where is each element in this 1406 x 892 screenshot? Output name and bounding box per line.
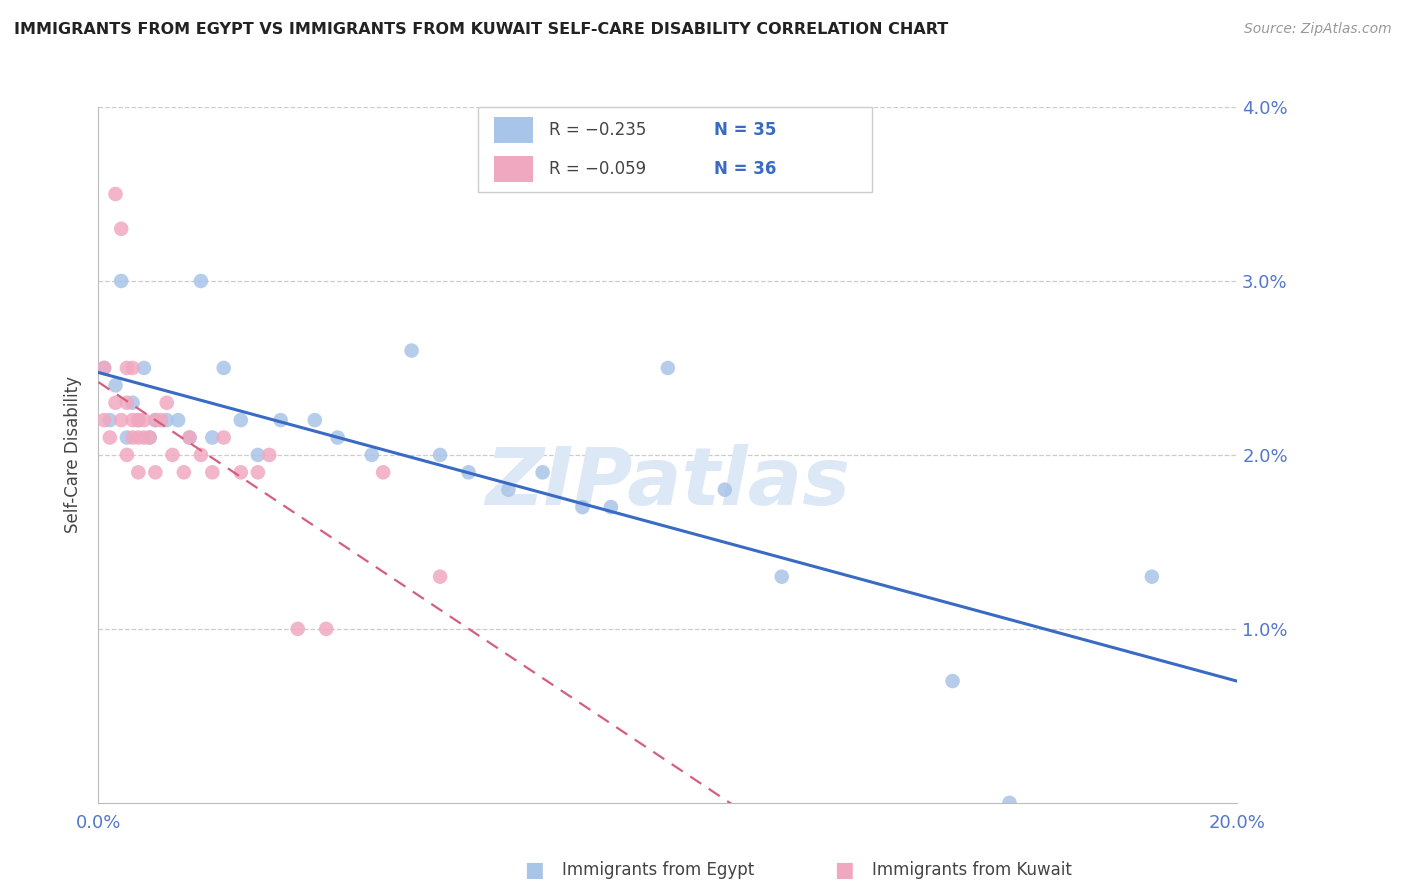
FancyBboxPatch shape [494, 117, 533, 143]
Point [360, 448, 382, 462]
Point [93, 360, 115, 375]
Text: ■: ■ [834, 860, 853, 880]
Point [115, 395, 138, 409]
Point [132, 360, 155, 375]
Point [104, 395, 127, 409]
Point [121, 395, 143, 409]
Point [657, 360, 679, 375]
Point [167, 413, 190, 427]
Point [229, 466, 252, 480]
Point [132, 430, 155, 444]
Point [429, 570, 451, 584]
Point [201, 466, 224, 480]
Point [714, 483, 737, 497]
Point [150, 413, 173, 427]
Point [259, 448, 281, 462]
Point [162, 448, 184, 462]
Point [998, 796, 1021, 810]
Point [246, 466, 269, 480]
Text: Source: ZipAtlas.com: Source: ZipAtlas.com [1244, 22, 1392, 37]
Point [326, 430, 349, 444]
Point [304, 413, 326, 427]
Point [190, 274, 212, 288]
Point [1140, 570, 1163, 584]
Point [104, 186, 127, 201]
Point [98, 413, 121, 427]
Text: R = −0.059: R = −0.059 [548, 160, 645, 178]
Point [110, 274, 132, 288]
Point [145, 466, 167, 480]
Point [179, 430, 201, 444]
Point [132, 413, 155, 427]
Point [201, 430, 224, 444]
Point [401, 343, 423, 358]
Point [571, 500, 593, 514]
Point [229, 413, 252, 427]
Point [127, 466, 149, 480]
Point [121, 430, 143, 444]
Text: Immigrants from Kuwait: Immigrants from Kuwait [872, 861, 1071, 879]
Text: R = −0.235: R = −0.235 [548, 121, 647, 139]
Point [373, 466, 395, 480]
Point [121, 360, 143, 375]
Point [429, 448, 451, 462]
Point [315, 622, 337, 636]
Point [145, 413, 167, 427]
Text: N = 35: N = 35 [714, 121, 776, 139]
Point [212, 360, 235, 375]
Text: N = 36: N = 36 [714, 160, 776, 178]
Point [145, 413, 167, 427]
Point [156, 395, 179, 409]
Text: IMMIGRANTS FROM EGYPT VS IMMIGRANTS FROM KUWAIT SELF-CARE DISABILITY CORRELATION: IMMIGRANTS FROM EGYPT VS IMMIGRANTS FROM… [14, 22, 948, 37]
Point [179, 430, 201, 444]
Text: ZIPatlas: ZIPatlas [485, 443, 851, 522]
Point [531, 466, 554, 480]
Point [115, 430, 138, 444]
Point [498, 483, 520, 497]
Point [98, 430, 121, 444]
Point [190, 448, 212, 462]
Point [110, 221, 132, 235]
Point [212, 430, 235, 444]
Point [138, 430, 160, 444]
FancyBboxPatch shape [494, 156, 533, 182]
Point [173, 466, 195, 480]
Point [457, 466, 479, 480]
Point [115, 448, 138, 462]
Point [104, 378, 127, 392]
Point [942, 674, 965, 689]
Point [600, 500, 623, 514]
Point [121, 413, 143, 427]
Point [93, 360, 115, 375]
Point [287, 622, 309, 636]
Point [127, 430, 149, 444]
Point [138, 430, 160, 444]
Point [270, 413, 292, 427]
Text: ■: ■ [524, 860, 544, 880]
Point [110, 413, 132, 427]
FancyBboxPatch shape [478, 107, 872, 192]
Y-axis label: Self-Care Disability: Self-Care Disability [65, 376, 83, 533]
Point [127, 413, 149, 427]
Point [127, 413, 149, 427]
Point [770, 570, 793, 584]
Point [156, 413, 179, 427]
Point [246, 448, 269, 462]
Point [115, 360, 138, 375]
Text: Immigrants from Egypt: Immigrants from Egypt [562, 861, 755, 879]
Point [93, 413, 115, 427]
